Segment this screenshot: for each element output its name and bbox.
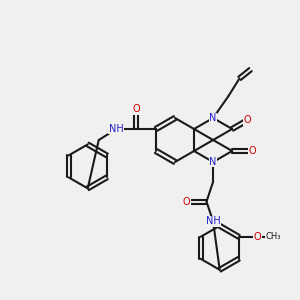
Text: CH₃: CH₃ [265,232,280,241]
Text: N: N [209,113,217,123]
Text: O: O [183,196,190,207]
Text: O: O [244,115,251,125]
Text: NH: NH [206,216,220,226]
Text: O: O [132,104,140,114]
Text: N: N [209,157,217,167]
Text: O: O [248,146,256,156]
Text: NH: NH [109,124,124,134]
Text: O: O [254,232,261,242]
